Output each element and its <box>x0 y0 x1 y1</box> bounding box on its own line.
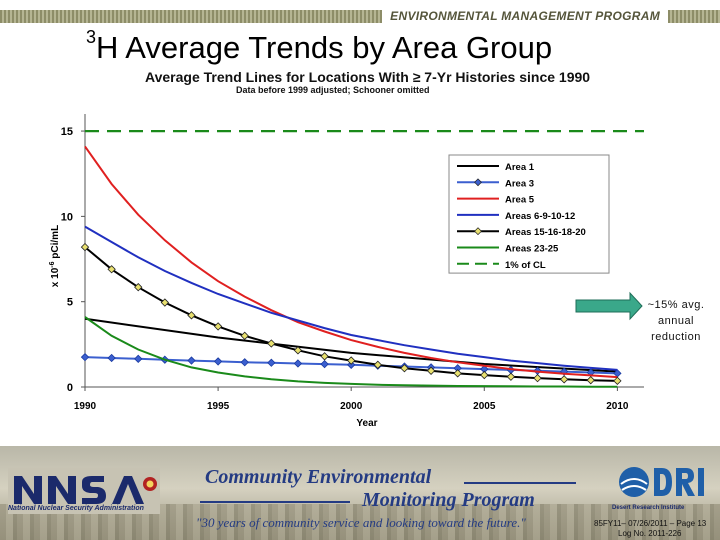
legend-label: Areas 23-25 <box>505 244 559 255</box>
header-band: ENVIRONMENTAL MANAGEMENT PROGRAM <box>0 0 720 30</box>
x-tick-label: 2010 <box>606 401 629 412</box>
y-axis-label-base: x 10 <box>50 267 61 287</box>
y-axis-label: x 10-6 pCi/mL <box>49 225 61 287</box>
x-tick-label: 1995 <box>207 401 230 412</box>
legend: Area 1 Area 3 Area 5 Areas 6-9-10-12 Areas 1… <box>448 154 610 274</box>
x-tick-label: 1990 <box>74 401 97 412</box>
data-point-area-3 <box>213 357 223 366</box>
data-point-areas-15-16-18-20 <box>613 376 622 386</box>
data-point-area-3 <box>240 358 249 367</box>
series-line-area-5 <box>84 145 618 379</box>
doc-ref-line-1: 85FY11– 07/26/2011 – Page 13 <box>594 519 707 528</box>
dri-logo <box>619 467 704 497</box>
y-axis-label-unit: pCi/mL <box>50 225 61 262</box>
series-line-areas-6-9-10-12 <box>84 225 618 371</box>
doc-ref-line-2: Log No. 2011-226 <box>618 529 682 538</box>
annotation-arrow <box>575 291 643 321</box>
dri-caption: Desert Research Institute <box>612 505 685 511</box>
annotation-line-3: reduction <box>651 331 701 343</box>
legend-label: Areas 6-9-10-12 <box>505 211 575 222</box>
cemp-tagline: "30 years of community service and looki… <box>196 515 526 530</box>
data-point-areas-15-16-18-20 <box>426 366 436 375</box>
series-group <box>80 130 644 388</box>
x-tick-label: 2005 <box>473 401 496 412</box>
data-point-areas-15-16-18-20 <box>187 311 196 320</box>
data-point-areas-15-16-18-20 <box>586 376 595 385</box>
chart-title: Average Trend Lines for Locations With ≥… <box>145 69 591 85</box>
document-reference: 85FY11– 07/26/2011 – Page 13 Log No. 201… <box>594 519 706 539</box>
data-point-areas-15-16-18-20 <box>107 265 116 274</box>
legend-label: Area 3 <box>505 178 534 189</box>
title-text: H Average Trends by Area Group <box>96 30 553 65</box>
y-tick-label: 0 <box>67 382 73 394</box>
legend-label: Areas 15-16-18-20 <box>505 227 586 238</box>
annotation-line-1: ~15% avg. <box>647 299 705 311</box>
data-point-areas-15-16-18-20 <box>480 370 489 380</box>
data-point-area-3 <box>187 356 196 365</box>
nnsa-logo <box>8 468 160 514</box>
data-point-area-3 <box>80 352 90 362</box>
legend-marker <box>474 227 482 236</box>
cemp-rule-bottom <box>200 501 350 503</box>
data-point-areas-15-16-18-20 <box>533 373 542 383</box>
x-axis-label: Year <box>356 418 377 429</box>
data-point-areas-15-16-18-20 <box>240 331 249 340</box>
data-point-area-3 <box>347 360 356 369</box>
cemp-title-line-2: Monitoring Program <box>362 489 535 511</box>
series-line-area-1 <box>84 317 618 373</box>
legend-label: Area 5 <box>505 195 535 206</box>
data-point-areas-15-16-18-20 <box>320 352 329 361</box>
program-label: ENVIRONMENTAL MANAGEMENT PROGRAM <box>382 8 668 25</box>
data-point-area-3 <box>134 354 143 364</box>
title-superscript: 3 <box>86 26 97 47</box>
x-tick-label: 2000 <box>340 401 363 412</box>
data-point-areas-15-16-18-20 <box>213 322 223 331</box>
y-axis: 0 5 10 15 <box>61 114 86 394</box>
x-axis: 1990 1995 2000 2005 2010 <box>74 386 644 412</box>
data-point-area-3 <box>107 353 116 363</box>
y-axis-label-exp: -6 <box>49 261 56 267</box>
legend-label: 1% of CL <box>505 260 546 271</box>
chart-subtitle: Data before 1999 adjusted; Schooner omit… <box>236 85 430 95</box>
data-point-area-3 <box>293 359 303 368</box>
data-point-areas-15-16-18-20 <box>267 339 276 348</box>
annotation-line-2: annual <box>657 315 695 327</box>
series-line-areas-23-25 <box>84 316 618 388</box>
data-point-areas-15-16-18-20 <box>400 364 409 373</box>
data-point-areas-15-16-18-20 <box>559 375 569 384</box>
data-point-areas-15-16-18-20 <box>347 356 356 365</box>
data-point-areas-15-16-18-20 <box>134 283 143 292</box>
y-tick-label: 5 <box>67 297 73 309</box>
slide-title: 3H Average Trends by Area Group <box>86 26 553 66</box>
data-point-area-3 <box>267 358 276 367</box>
data-point-area-3 <box>320 359 329 369</box>
data-point-areas-15-16-18-20 <box>506 372 516 381</box>
y-tick-label: 15 <box>61 126 73 138</box>
cemp-rule-top <box>464 482 576 484</box>
nnsa-caption: National Nuclear Security Administration <box>8 505 144 512</box>
data-point-areas-15-16-18-20 <box>160 298 170 307</box>
data-point-areas-15-16-18-20 <box>80 242 90 252</box>
y-tick-label: 10 <box>61 211 73 223</box>
data-point-areas-15-16-18-20 <box>373 360 382 369</box>
legend-marker <box>474 178 482 187</box>
reduction-annotation: ~15% avg. annual reduction <box>636 297 716 345</box>
data-point-areas-15-16-18-20 <box>293 346 303 355</box>
cemp-title-line-1: Community Environmental <box>205 466 432 488</box>
legend-label: Area 1 <box>505 162 535 173</box>
data-point-areas-15-16-18-20 <box>453 369 462 378</box>
